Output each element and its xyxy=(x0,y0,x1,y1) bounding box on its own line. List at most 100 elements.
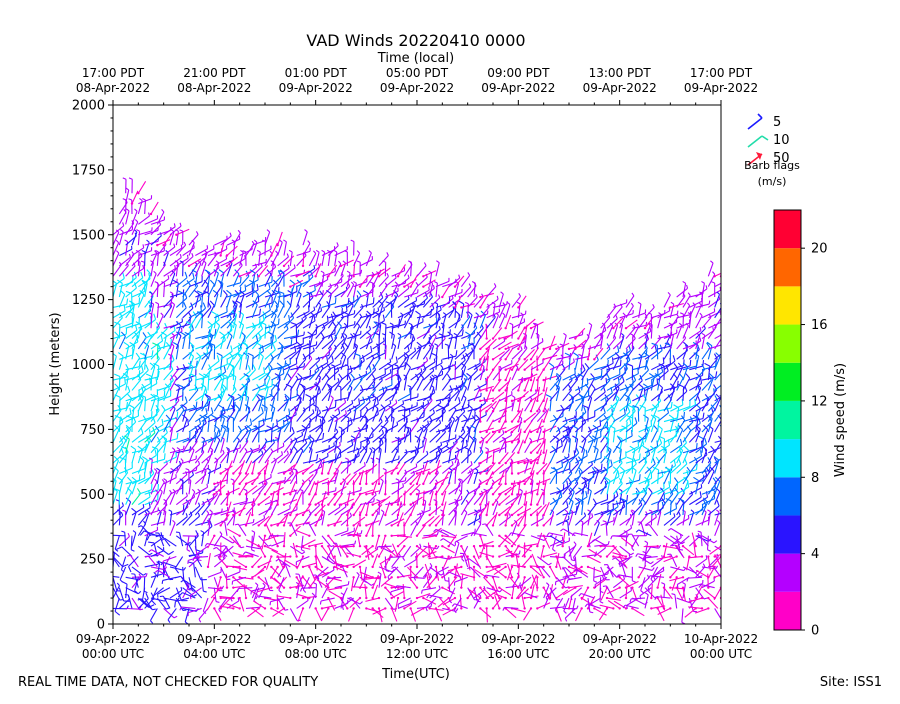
wind-barb xyxy=(487,608,488,622)
wind-barb-calm-dot xyxy=(580,566,582,568)
wind-barb-calm-dot xyxy=(441,514,443,516)
wind-barb-calm-dot xyxy=(403,503,405,505)
wind-barb-calm-dot xyxy=(416,545,418,547)
wind-barb-calm-dot xyxy=(384,472,386,474)
wind-barb-calm-dot xyxy=(409,493,411,495)
wind-barb-feather xyxy=(348,581,349,584)
wind-barb-calm-dot xyxy=(378,483,380,485)
wind-barb-calm-dot xyxy=(416,472,418,474)
wind-barb-feather xyxy=(346,305,347,311)
wind-barb-calm-dot xyxy=(371,535,373,537)
wind-barb-calm-dot xyxy=(295,275,297,277)
wind-barb-feather xyxy=(235,524,238,525)
wind-barb-calm-dot xyxy=(441,296,443,298)
wind-barb-calm-dot xyxy=(371,503,373,505)
wind-barb-calm-dot xyxy=(403,493,405,495)
wind-barb-calm-dot xyxy=(371,493,373,495)
wind-barb-calm-dot xyxy=(397,275,399,277)
wind-barb xyxy=(119,325,120,339)
wind-barb-feather xyxy=(390,359,391,362)
wind-barb-calm-dot xyxy=(492,410,494,412)
wind-barb-feather xyxy=(340,442,341,445)
wind-barb-calm-dot xyxy=(295,514,297,516)
wind-barb-calm-dot xyxy=(365,555,367,557)
wind-barb-calm-dot xyxy=(409,503,411,505)
wind-barb-calm-dot xyxy=(397,597,399,599)
wind-barb-calm-dot xyxy=(523,607,525,609)
wind-barb-calm-dot xyxy=(371,545,373,547)
wind-barb-calm-dot xyxy=(327,586,329,588)
wind-barb-calm-dot xyxy=(498,586,500,588)
wind-barb-feather xyxy=(374,498,375,501)
wind-barb-calm-dot xyxy=(276,483,278,485)
wind-barb-calm-dot xyxy=(517,306,519,308)
wind-barb-feather xyxy=(285,610,288,611)
wind-barb-calm-dot xyxy=(536,576,538,578)
wind-barb-calm-dot xyxy=(517,462,519,464)
wind-barb-calm-dot xyxy=(295,576,297,578)
wind-barb-feather xyxy=(175,265,176,268)
wind-barb-calm-dot xyxy=(530,555,532,557)
wind-barb-calm-dot xyxy=(359,285,361,287)
wind-barb xyxy=(404,408,405,422)
wind-barb-calm-dot xyxy=(378,503,380,505)
wind-barb-calm-dot xyxy=(580,607,582,609)
wind-barb-feather xyxy=(576,571,577,574)
wind-barb-calm-dot xyxy=(314,524,316,526)
wind-barb-calm-dot xyxy=(454,576,456,578)
wind-barb-calm-dot xyxy=(384,514,386,516)
wind-barb-calm-dot xyxy=(542,462,544,464)
wind-barb-calm-dot xyxy=(530,483,532,485)
wind-barb-feather xyxy=(185,544,188,545)
wind-barb-feather xyxy=(390,369,391,372)
wind-barb-calm-dot xyxy=(219,586,221,588)
wind-barb-calm-dot xyxy=(536,410,538,412)
wind-barb-calm-dot xyxy=(245,566,247,568)
wind-barb-feather xyxy=(440,306,441,309)
wind-barb-calm-dot xyxy=(352,503,354,505)
wind-barb-calm-dot xyxy=(447,545,449,547)
wind-barb-calm-dot xyxy=(530,327,532,329)
wind-barb-feather xyxy=(143,244,144,247)
wind-barb-feather xyxy=(482,524,485,525)
wind-barb-calm-dot xyxy=(390,503,392,505)
wind-barb-calm-dot xyxy=(479,296,481,298)
wind-barb-calm-dot xyxy=(340,265,342,267)
wind-barb-calm-dot xyxy=(542,514,544,516)
wind-barb-calm-dot xyxy=(530,452,532,454)
wind-barb-feather xyxy=(190,446,191,449)
wind-barb-calm-dot xyxy=(270,503,272,505)
wind-barb-calm-dot xyxy=(308,503,310,505)
wind-barb-calm-dot xyxy=(517,524,519,526)
wind-barb-calm-dot xyxy=(492,358,494,360)
wind-barb-calm-dot xyxy=(359,566,361,568)
wind-barb-calm-dot xyxy=(523,379,525,381)
wind-barb-calm-dot xyxy=(492,400,494,402)
wind-barb-calm-dot xyxy=(441,493,443,495)
wind-barb-feather xyxy=(327,316,328,322)
wind-barb-feather xyxy=(314,307,315,310)
wind-barb-calm-dot xyxy=(504,358,506,360)
wind-barb-calm-dot xyxy=(359,472,361,474)
wind-barb-calm-dot xyxy=(485,514,487,516)
wind-barb-calm-dot xyxy=(232,586,234,588)
wind-barb-calm-dot xyxy=(302,607,304,609)
wind-barb xyxy=(479,546,493,547)
wind-barb-calm-dot xyxy=(308,545,310,547)
wind-barb-calm-dot xyxy=(219,524,221,526)
wind-barb-calm-dot xyxy=(485,389,487,391)
wind-barb-feather xyxy=(384,307,385,310)
wind-barb-calm-dot xyxy=(536,462,538,464)
wind-barb-calm-dot xyxy=(485,348,487,350)
wind-barb-calm-dot xyxy=(542,524,544,526)
wind-barb-calm-dot xyxy=(188,265,190,267)
wind-barb-calm-dot xyxy=(270,586,272,588)
wind-barb-feather xyxy=(125,378,126,384)
wind-barb-calm-dot xyxy=(485,337,487,339)
wind-barb-calm-dot xyxy=(428,545,430,547)
wind-barb-calm-dot xyxy=(403,285,405,287)
wind-barb-calm-dot xyxy=(479,358,481,360)
wind-barb-calm-dot xyxy=(466,597,468,599)
wind-barb-calm-dot xyxy=(511,545,513,547)
wind-barb xyxy=(379,501,380,515)
